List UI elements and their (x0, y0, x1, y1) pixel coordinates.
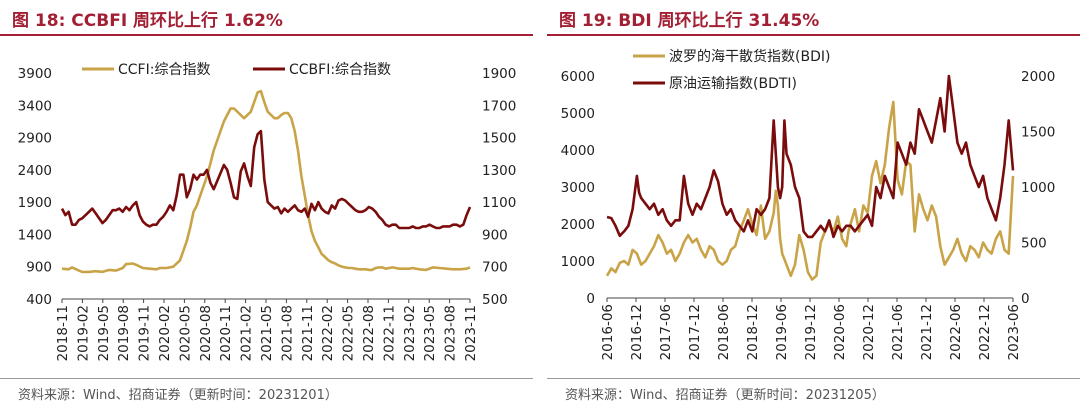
x-tick-label: 2021-11 (300, 305, 316, 361)
x-tick-label: 2019-06 (774, 304, 790, 360)
x-tick-label: 2016-06 (600, 304, 616, 360)
x-tick-label: 2021-06 (890, 304, 906, 360)
x-tick-label: 2017-06 (658, 304, 674, 360)
x-tick-label: 2022-06 (948, 304, 964, 360)
y-left-tick-label: 5000 (561, 106, 595, 122)
ccbfi-chart: 400 900 1400 1900 2400 2900 3400 3900 500 700 900 1… (18, 62, 517, 361)
y-left-tick-label: 1400 (18, 227, 52, 243)
y-right-tick-label: 500 (1021, 236, 1047, 252)
y-right-tick-label: 1000 (1021, 180, 1055, 196)
y-left-tick-label: 1000 (561, 254, 595, 270)
source-note: 资料来源：Wind、招商证券（更新时间：20231201） (18, 388, 338, 403)
x-tick-label: 2020-11 (218, 305, 234, 361)
chart-title-bar: 图 19: BDI 周环比上行 31.45% (547, 0, 1080, 34)
y-left-tick-label: 2400 (18, 163, 52, 179)
y-right-tick-label: 1900 (482, 66, 516, 82)
x-tick-label: 2023-02 (402, 305, 418, 361)
x-tick-label: 2017-12 (687, 304, 703, 360)
legend-label: CCBFI:综合指数 (289, 62, 391, 78)
legend-label: 原油运输指数(BDTI) (669, 76, 797, 92)
x-tick-label: 2019-12 (803, 304, 819, 360)
x-tick-label: 2020-05 (177, 305, 193, 361)
x-tick-label: 2016-12 (629, 304, 645, 360)
x-tick-label: 2018-12 (745, 304, 761, 360)
y-left-tick-label: 0 (586, 291, 595, 307)
y-right-tick-label: 1100 (482, 195, 516, 211)
x-tick-label: 2020-12 (861, 304, 877, 360)
x-tick-label: 2023-08 (443, 305, 459, 361)
x-tick-label: 2021-05 (259, 305, 275, 361)
y-right-tick-label: 700 (482, 260, 508, 276)
legend-label: CCFI:综合指数 (118, 62, 210, 78)
title-rule (0, 34, 533, 36)
x-tick-label: 2023-05 (422, 305, 438, 361)
y-left-tick-label: 900 (26, 260, 52, 276)
y-left-tick-label: 2000 (561, 217, 595, 233)
source-note: 资料来源：Wind、招商证券（更新时间：20231205） (565, 388, 885, 403)
chart-panel-bdi: 图 19: BDI 周环比上行 31.45% 0 1000 2000 3000 4000… (547, 0, 1080, 415)
x-tick-label: 2021-08 (279, 305, 295, 361)
x-tick-label: 2022-05 (341, 305, 357, 361)
x-tick-label: 2023-11 (463, 305, 479, 361)
series-line-1 (606, 74, 1015, 239)
x-tick-label: 2021-12 (919, 304, 935, 360)
x-tick-label: 2022-12 (977, 304, 993, 360)
title-rule (547, 34, 1080, 36)
x-tick-label: 2019-11 (137, 305, 153, 361)
x-tick-label: 2021-02 (239, 305, 255, 361)
x-tick-label: 2020-06 (832, 304, 848, 360)
x-tick-label: 2019-08 (116, 305, 132, 361)
y-right-tick-label: 900 (482, 227, 508, 243)
chart-panel-ccbfi: 图 18: CCBFI 周环比上行 1.62% 400 900 1400 1900 24… (0, 0, 533, 415)
series-line-1 (60, 129, 472, 230)
y-left-tick-label: 400 (26, 292, 52, 308)
y-right-tick-label: 500 (482, 292, 508, 308)
x-tick-label: 2023-06 (1006, 304, 1022, 360)
y-left-tick-label: 1900 (18, 195, 52, 211)
y-right-tick-label: 1500 (1021, 125, 1055, 141)
y-left-tick-label: 3000 (561, 180, 595, 196)
y-left-tick-label: 6000 (561, 69, 595, 85)
series-line-0 (605, 100, 1015, 281)
x-tick-label: 2022-11 (381, 305, 397, 361)
legend-label: 波罗的海干散货指数(BDI) (669, 48, 830, 65)
x-tick-label: 2018-11 (55, 305, 71, 361)
y-left-tick-label: 3400 (18, 98, 52, 114)
y-left-tick-label: 2900 (18, 131, 52, 147)
bdi-chart: 0 1000 2000 3000 4000 5000 6000 0 500 1000 1500 200… (561, 48, 1056, 360)
x-tick-label: 2020-08 (198, 305, 214, 361)
chart-title: 图 19: BDI 周环比上行 31.45% (559, 11, 820, 31)
y-right-tick-label: 1700 (482, 98, 516, 114)
y-right-tick-label: 2000 (1021, 69, 1055, 85)
y-left-tick-label: 4000 (561, 143, 595, 159)
x-tick-label: 2019-02 (75, 305, 91, 361)
x-tick-label: 2022-02 (320, 305, 336, 361)
y-left-tick-label: 3900 (18, 66, 52, 82)
chart-title-bar: 图 18: CCBFI 周环比上行 1.62% (0, 0, 533, 34)
x-tick-label: 2018-06 (716, 304, 732, 360)
x-tick-label: 2022-08 (361, 305, 377, 361)
source-rule (0, 378, 533, 379)
source-rule (547, 378, 1080, 379)
y-right-tick-label: 1500 (482, 131, 516, 147)
y-right-tick-label: 1300 (482, 163, 516, 179)
x-tick-label: 2020-02 (157, 305, 173, 361)
x-tick-label: 2019-05 (96, 305, 112, 361)
chart-title: 图 18: CCBFI 周环比上行 1.62% (12, 11, 283, 31)
y-right-tick-label: 0 (1021, 291, 1030, 307)
series-line-0 (61, 89, 471, 274)
